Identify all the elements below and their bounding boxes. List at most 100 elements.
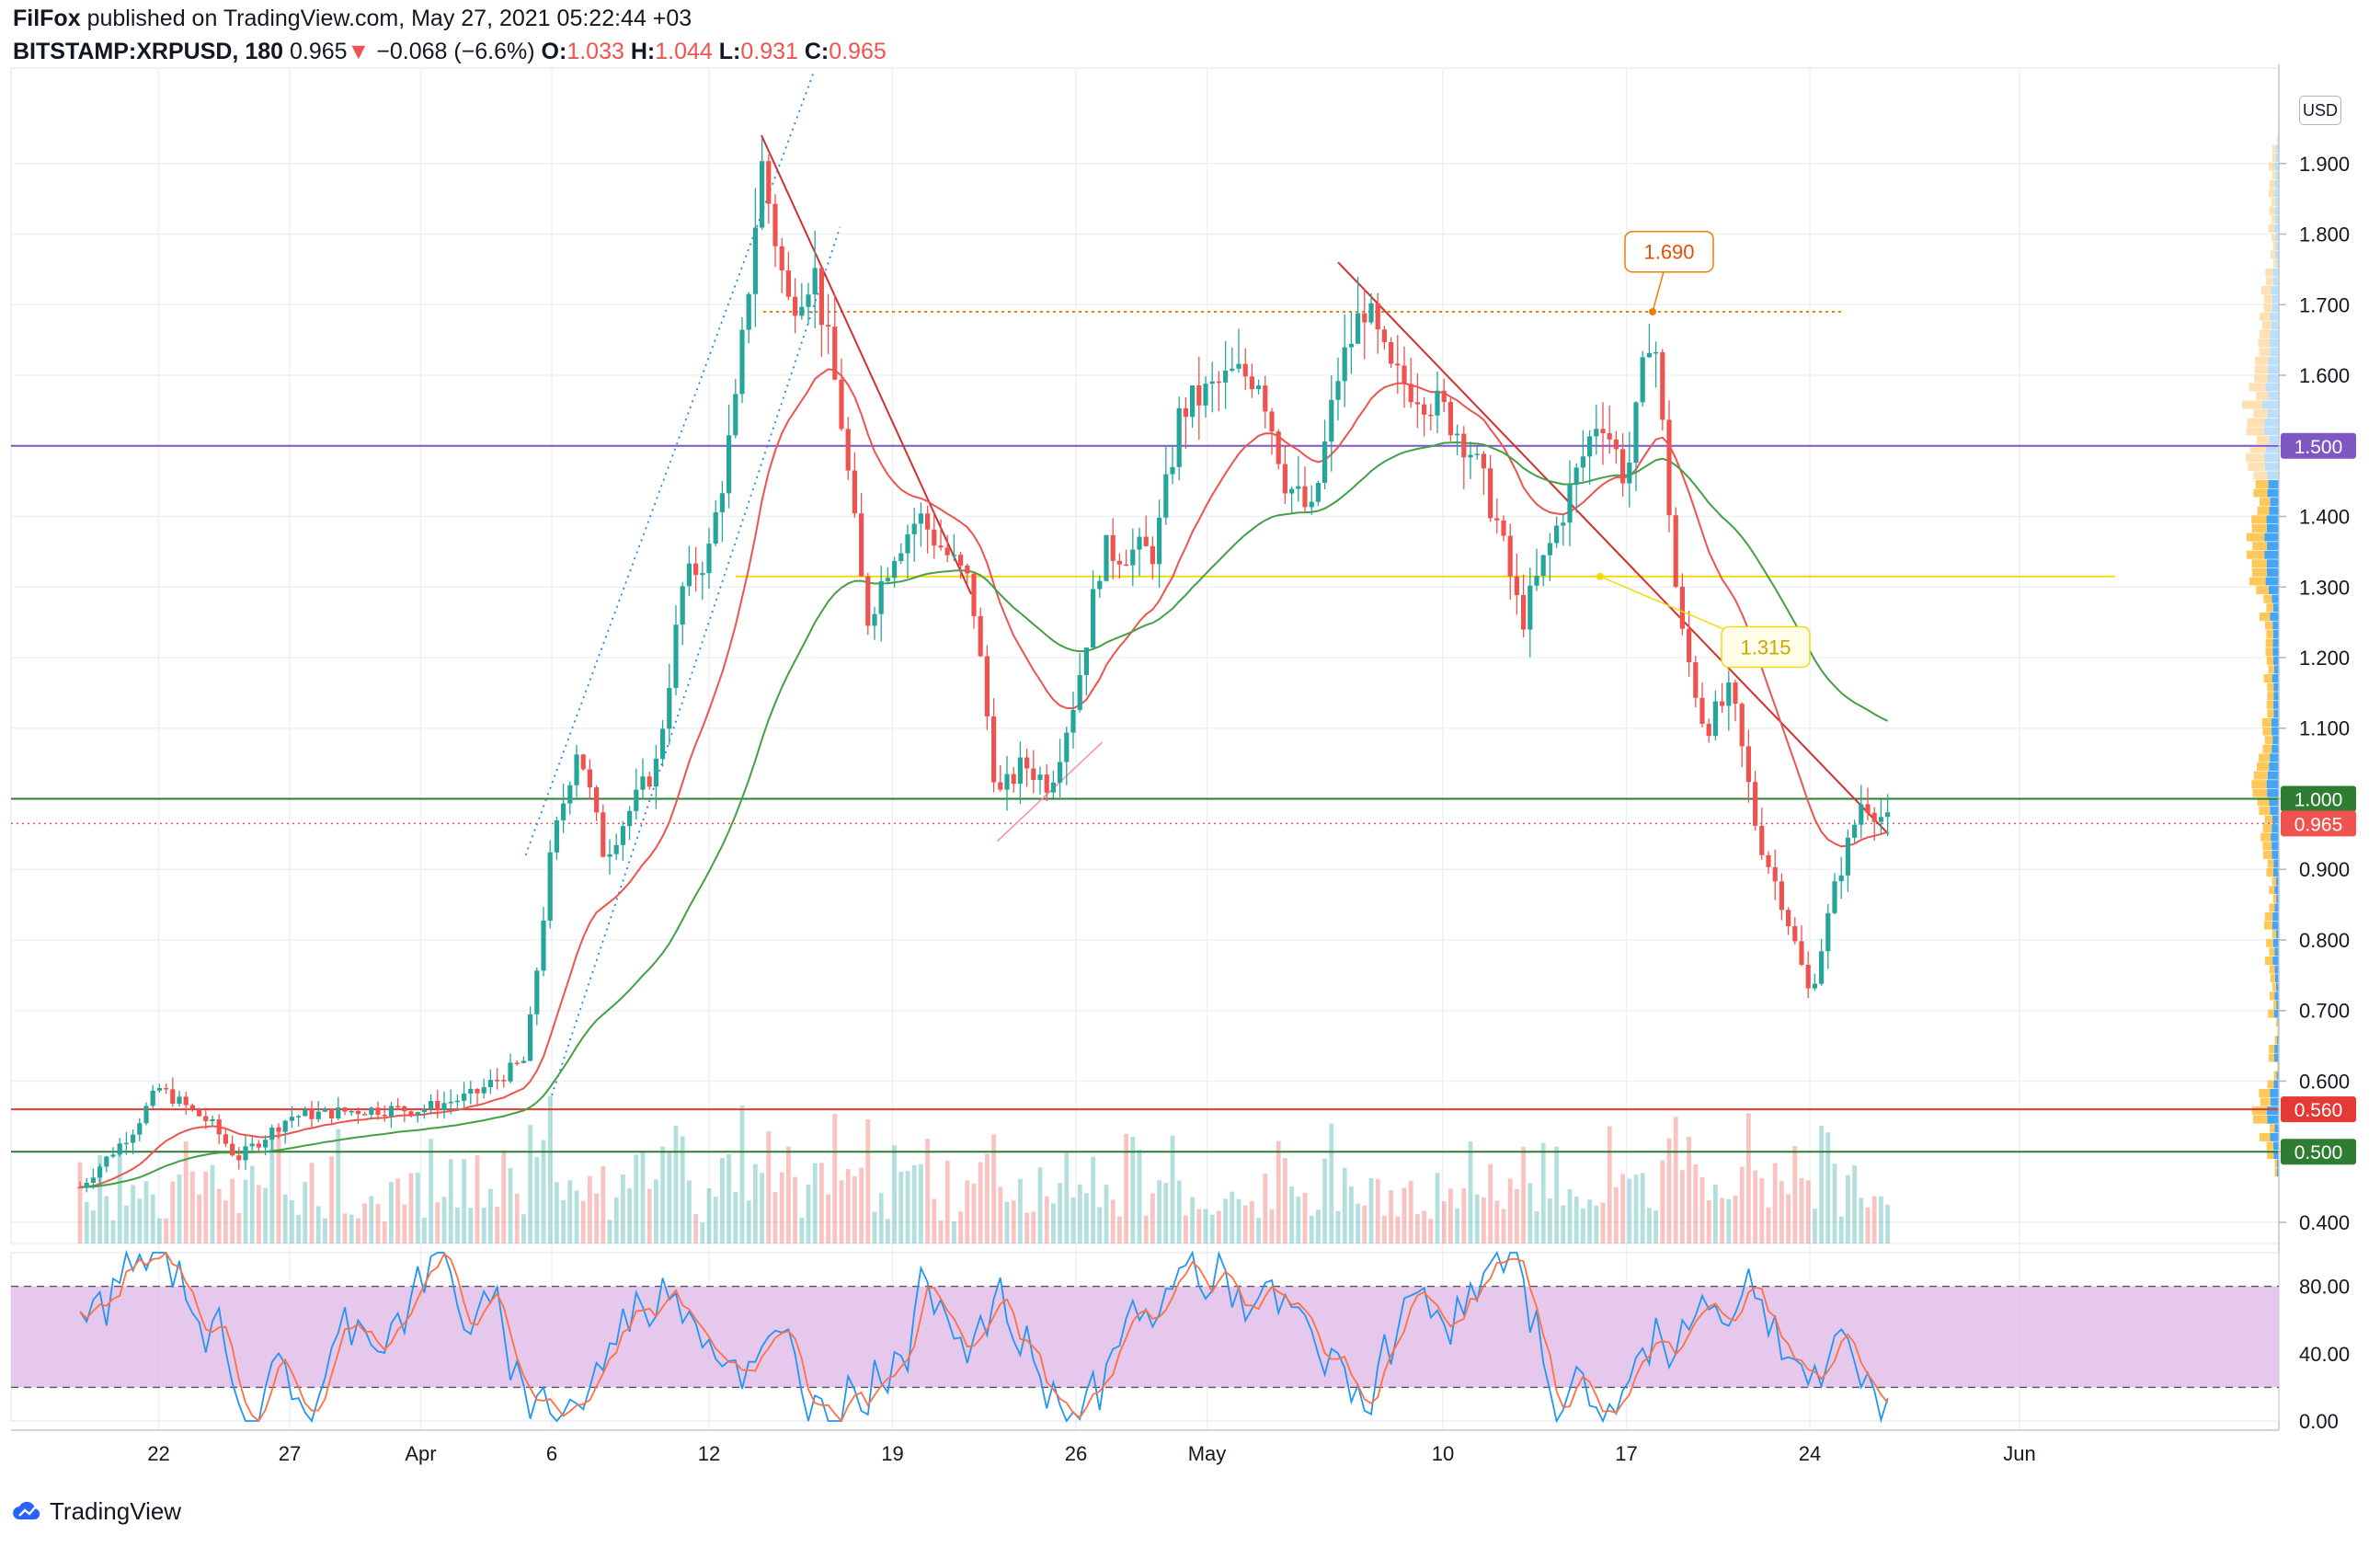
profile-bar-sell bbox=[2254, 373, 2268, 383]
candle-body bbox=[646, 776, 652, 787]
candle-body bbox=[1024, 757, 1030, 769]
profile-bar-sell bbox=[2271, 233, 2276, 242]
callout-1315: 1.315 bbox=[1740, 636, 1791, 659]
candle-body bbox=[1083, 647, 1089, 676]
candle-body bbox=[1666, 419, 1672, 516]
candle-body bbox=[892, 561, 898, 579]
time-axis[interactable]: 22 27 Apr 6 12 19 26 May 10 17 24 Jun bbox=[11, 1429, 2279, 1465]
volume-bar bbox=[488, 1188, 493, 1243]
profile-bar-buy bbox=[2266, 523, 2279, 533]
candle-body bbox=[978, 615, 983, 657]
volume-bar bbox=[667, 1152, 672, 1243]
candle-body bbox=[1091, 589, 1096, 648]
volume-bar bbox=[1236, 1198, 1241, 1243]
volume-bar bbox=[257, 1185, 261, 1243]
volume-bar bbox=[1521, 1147, 1526, 1243]
profile-bar-sell bbox=[2264, 815, 2273, 824]
profile-bar-sell bbox=[2267, 1151, 2274, 1160]
candle-body bbox=[276, 1127, 281, 1132]
profile-bar-sell bbox=[2253, 409, 2268, 418]
volume-bar bbox=[1276, 1140, 1281, 1243]
candle-body bbox=[944, 547, 950, 556]
profile-bar-buy bbox=[2277, 1036, 2279, 1045]
volume-bar bbox=[852, 1175, 857, 1243]
candle-body bbox=[429, 1101, 434, 1110]
volume-bar bbox=[170, 1181, 176, 1243]
candle-body bbox=[210, 1118, 215, 1121]
profile-bar-sell bbox=[2273, 1071, 2277, 1080]
candle-body bbox=[1600, 429, 1606, 434]
callout-1690-box bbox=[1624, 230, 1714, 273]
candle-body bbox=[938, 545, 944, 548]
candle-body bbox=[1356, 313, 1361, 344]
volume-bar bbox=[1753, 1170, 1757, 1243]
price-axis[interactable]: 1.900 1.800 1.700 1.600 1.500 1.400 1.300 1.200… bbox=[2278, 64, 2356, 1430]
volume-bar bbox=[687, 1180, 692, 1243]
volume-bar bbox=[739, 1106, 745, 1243]
volume-bar bbox=[369, 1196, 374, 1243]
volume-bar bbox=[786, 1146, 791, 1243]
volume-bar bbox=[1124, 1133, 1128, 1243]
profile-bar-sell bbox=[2271, 215, 2276, 224]
profile-bar-buy bbox=[2271, 727, 2279, 736]
x-tick-label: 12 bbox=[698, 1442, 720, 1465]
candle-body bbox=[501, 1080, 507, 1082]
candle-body bbox=[322, 1108, 327, 1112]
candle-body bbox=[1620, 449, 1626, 484]
profile-bar-buy bbox=[2272, 621, 2279, 630]
profile-bar-buy bbox=[2273, 1151, 2279, 1160]
candle-body bbox=[1779, 881, 1784, 911]
candle-body bbox=[1389, 341, 1394, 364]
profile-bar-sell bbox=[2259, 329, 2271, 338]
volume-bar bbox=[1633, 1175, 1639, 1243]
volume-bar bbox=[1706, 1200, 1711, 1243]
volume-bars bbox=[77, 1095, 1890, 1243]
currency-button[interactable]: USD bbox=[2299, 96, 2341, 125]
candle-body bbox=[1474, 453, 1480, 455]
volume-bar bbox=[1422, 1210, 1426, 1243]
volume-bar bbox=[859, 1167, 864, 1243]
candle-body bbox=[1488, 468, 1493, 519]
tag-1000-bg bbox=[2281, 785, 2356, 812]
candle-body bbox=[1878, 817, 1883, 822]
candle-body bbox=[1064, 732, 1070, 762]
candle-body bbox=[1163, 474, 1169, 518]
close-label: C: bbox=[804, 39, 830, 64]
candle-body bbox=[1712, 701, 1718, 737]
profile-bar-buy bbox=[2274, 223, 2279, 233]
tradingview-logo[interactable]: TradingView bbox=[11, 1497, 181, 1526]
candle-body bbox=[104, 1156, 109, 1167]
volume-bar bbox=[1666, 1138, 1672, 1243]
profile-bar-sell bbox=[2269, 162, 2275, 171]
candle-body bbox=[1302, 486, 1308, 508]
candle-body bbox=[454, 1100, 460, 1103]
volume-bar bbox=[746, 1200, 751, 1243]
volume-bar bbox=[223, 1200, 228, 1243]
author[interactable]: FilFox bbox=[13, 6, 81, 31]
candle-body bbox=[197, 1108, 202, 1117]
candle-body bbox=[594, 787, 600, 813]
candle-body bbox=[746, 293, 751, 330]
volume-bar bbox=[1269, 1209, 1275, 1243]
volume-bar bbox=[349, 1214, 354, 1243]
volume-bar bbox=[1759, 1178, 1765, 1243]
profile-bar-buy bbox=[2274, 1044, 2279, 1053]
profile-bar-buy bbox=[2270, 498, 2279, 507]
volume-bar bbox=[978, 1162, 983, 1243]
volume-bar bbox=[1263, 1174, 1268, 1243]
volume-bar bbox=[1342, 1167, 1347, 1243]
candle-body bbox=[1726, 682, 1732, 706]
tag-1000: 1.000 bbox=[2294, 789, 2343, 810]
candle-body bbox=[362, 1114, 368, 1116]
volume-bar bbox=[336, 1129, 341, 1243]
down-arrow-icon: ▼ bbox=[347, 39, 371, 64]
profile-bar-sell bbox=[2272, 144, 2276, 154]
open-label: O: bbox=[541, 39, 567, 64]
profile-bar-sell bbox=[2264, 912, 2273, 922]
profile-bar-sell bbox=[2271, 930, 2276, 939]
candle-body bbox=[249, 1143, 255, 1147]
volume-bar bbox=[1104, 1185, 1109, 1243]
candle-body bbox=[203, 1116, 209, 1121]
candle-body bbox=[342, 1107, 348, 1112]
